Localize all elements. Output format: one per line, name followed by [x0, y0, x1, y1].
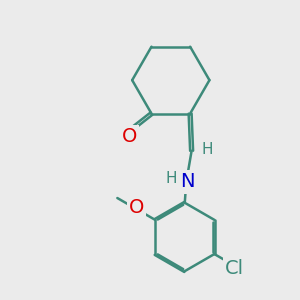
Text: N: N	[180, 172, 194, 191]
Text: H: H	[201, 142, 213, 157]
Text: O: O	[122, 127, 137, 146]
Text: Cl: Cl	[225, 259, 244, 278]
Text: O: O	[129, 198, 144, 217]
Text: H: H	[165, 171, 177, 186]
